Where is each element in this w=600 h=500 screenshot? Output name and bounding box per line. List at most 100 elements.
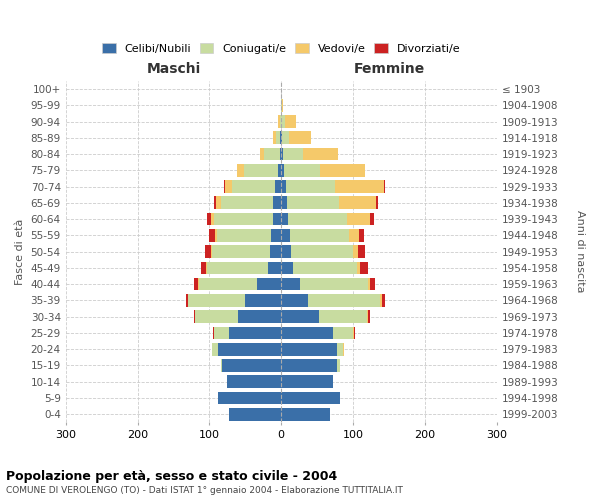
- Bar: [384, 180, 385, 193]
- Bar: [185, 294, 188, 306]
- Bar: [276, 132, 280, 144]
- Bar: [347, 212, 370, 226]
- Bar: [283, 148, 304, 160]
- Bar: [281, 229, 290, 241]
- Bar: [199, 278, 257, 290]
- Bar: [218, 343, 281, 355]
- Bar: [217, 229, 271, 241]
- Bar: [232, 180, 275, 193]
- Bar: [207, 262, 268, 274]
- Bar: [304, 148, 338, 160]
- Bar: [188, 294, 245, 306]
- Bar: [282, 132, 289, 144]
- Bar: [354, 326, 355, 340]
- Bar: [376, 196, 378, 209]
- Bar: [236, 164, 244, 176]
- Bar: [215, 229, 217, 241]
- Bar: [281, 310, 319, 323]
- Bar: [290, 229, 349, 241]
- Bar: [216, 196, 221, 209]
- Bar: [272, 212, 281, 226]
- Bar: [380, 294, 382, 306]
- Bar: [227, 376, 281, 388]
- Bar: [370, 212, 374, 226]
- Bar: [382, 294, 385, 306]
- Bar: [281, 376, 333, 388]
- Bar: [281, 278, 300, 290]
- Bar: [281, 246, 291, 258]
- Bar: [213, 326, 214, 340]
- Bar: [206, 262, 207, 274]
- Bar: [221, 359, 222, 372]
- Text: Popolazione per età, sesso e stato civile - 2004: Popolazione per età, sesso e stato civil…: [6, 470, 337, 483]
- Bar: [280, 132, 281, 144]
- Bar: [289, 132, 311, 144]
- Bar: [289, 212, 347, 226]
- Bar: [353, 246, 358, 258]
- Bar: [281, 115, 285, 128]
- Bar: [367, 310, 368, 323]
- Bar: [268, 262, 281, 274]
- Bar: [281, 408, 330, 420]
- Bar: [229, 326, 281, 340]
- Bar: [275, 180, 281, 193]
- Bar: [320, 164, 365, 176]
- Y-axis label: Anni di nascita: Anni di nascita: [575, 210, 585, 293]
- Bar: [291, 246, 353, 258]
- Bar: [337, 359, 340, 372]
- Bar: [260, 148, 264, 160]
- Bar: [368, 310, 370, 323]
- Bar: [281, 132, 282, 144]
- Bar: [214, 196, 216, 209]
- Bar: [281, 343, 337, 355]
- Bar: [229, 408, 281, 420]
- Bar: [308, 294, 380, 306]
- Bar: [211, 212, 214, 226]
- Bar: [281, 148, 283, 160]
- Bar: [285, 115, 296, 128]
- Bar: [207, 212, 211, 226]
- Bar: [368, 278, 370, 290]
- Bar: [281, 294, 308, 306]
- Bar: [280, 148, 281, 160]
- Bar: [287, 196, 338, 209]
- Bar: [218, 392, 281, 404]
- Bar: [272, 132, 276, 144]
- Bar: [300, 278, 368, 290]
- Bar: [335, 180, 384, 193]
- Bar: [281, 212, 289, 226]
- Bar: [343, 343, 344, 355]
- Bar: [272, 196, 281, 209]
- Bar: [281, 180, 286, 193]
- Bar: [221, 196, 272, 209]
- Bar: [370, 278, 374, 290]
- Bar: [358, 246, 365, 258]
- Bar: [198, 278, 199, 290]
- Bar: [281, 392, 340, 404]
- Bar: [338, 196, 376, 209]
- Bar: [281, 262, 293, 274]
- Bar: [278, 115, 280, 128]
- Bar: [212, 246, 269, 258]
- Text: COMUNE DI VEROLENGO (TO) - Dati ISTAT 1° gennaio 2004 - Elaborazione TUTTITALIA.: COMUNE DI VEROLENGO (TO) - Dati ISTAT 1°…: [6, 486, 403, 495]
- Bar: [214, 212, 272, 226]
- Bar: [222, 359, 281, 372]
- Bar: [214, 326, 229, 340]
- Bar: [224, 180, 225, 193]
- Bar: [278, 164, 281, 176]
- Bar: [293, 262, 358, 274]
- Bar: [269, 246, 281, 258]
- Bar: [319, 310, 367, 323]
- Bar: [333, 326, 353, 340]
- Bar: [211, 246, 212, 258]
- Bar: [353, 326, 354, 340]
- Bar: [225, 180, 232, 193]
- Bar: [271, 229, 281, 241]
- Bar: [281, 196, 287, 209]
- Bar: [349, 229, 359, 241]
- Bar: [286, 180, 335, 193]
- Bar: [282, 99, 283, 112]
- Bar: [359, 229, 364, 241]
- Bar: [358, 262, 360, 274]
- Bar: [205, 246, 211, 258]
